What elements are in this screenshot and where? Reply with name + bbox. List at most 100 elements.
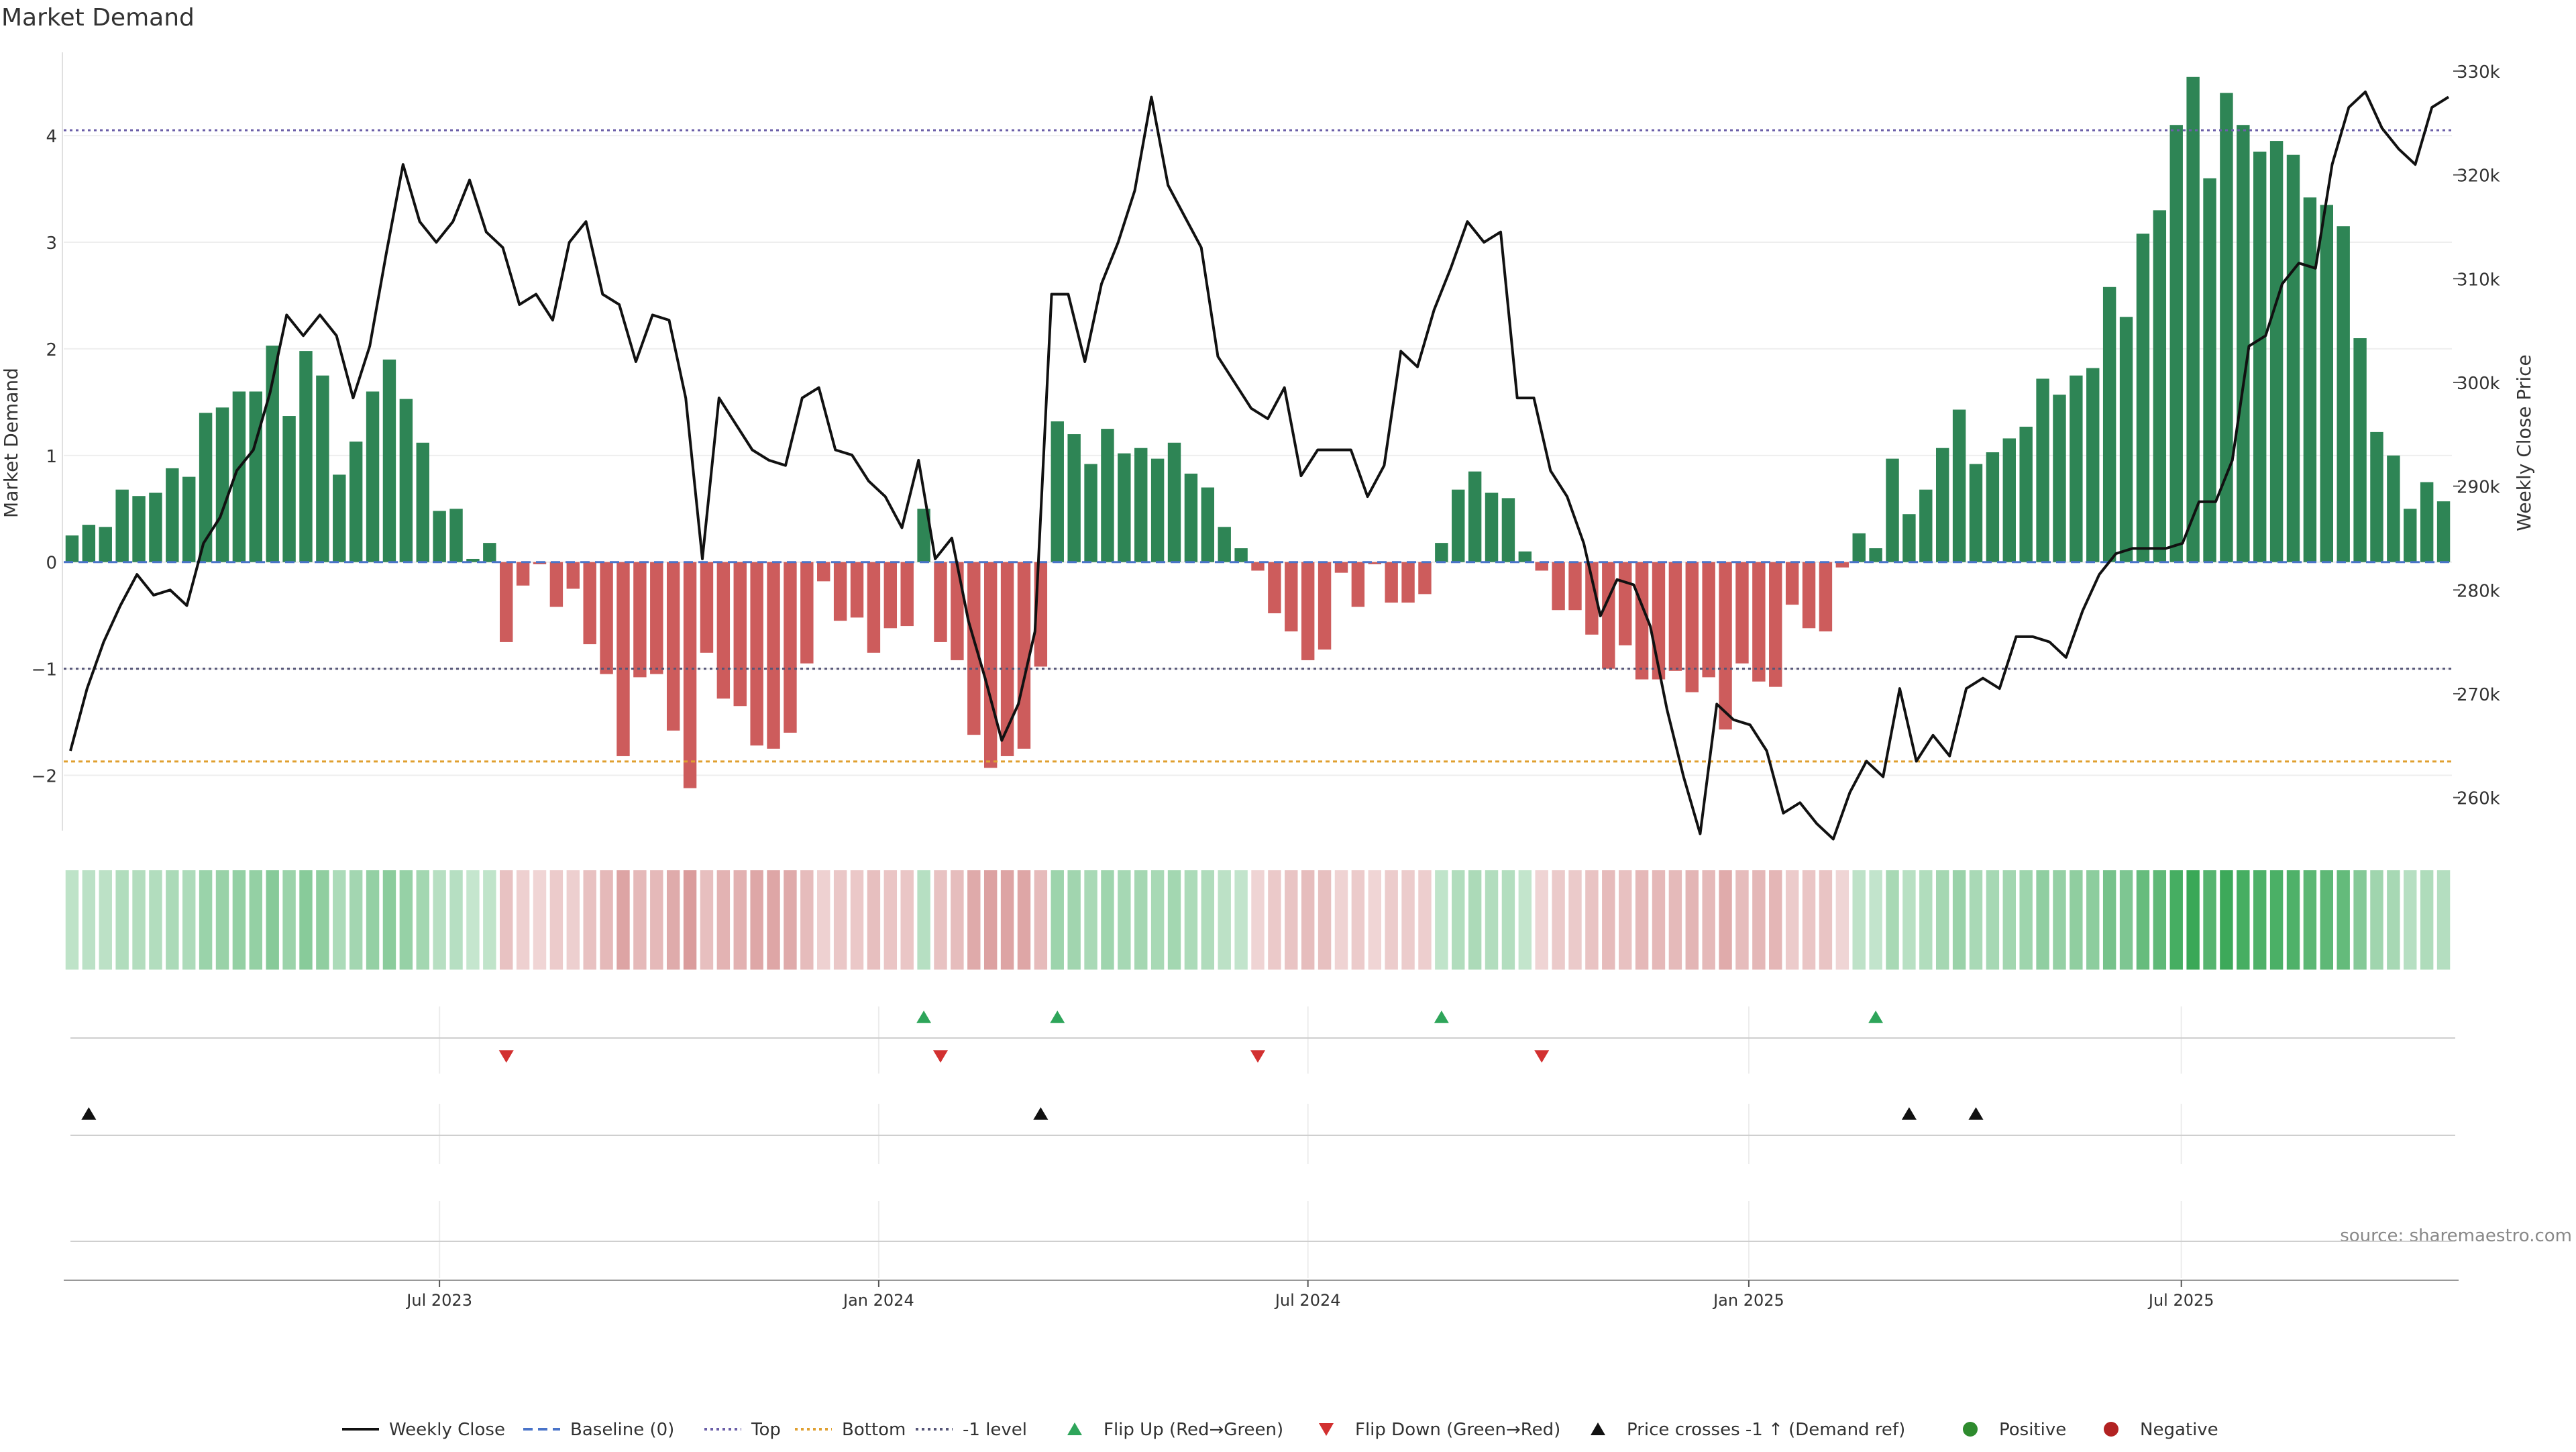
demand-bar (115, 489, 129, 562)
demand-bar (349, 442, 363, 562)
heat-cell (1318, 870, 1332, 970)
heat-cell (1886, 870, 1899, 970)
heat-cell (2070, 870, 2083, 970)
heat-cell (666, 870, 680, 970)
legend-item-6: Flip Down (Green→Red) (1319, 1420, 1560, 1440)
price-cross-marker (1033, 1107, 1049, 1120)
heat-cell (1735, 870, 1749, 970)
demand-bar (1852, 533, 1866, 562)
y2-tick-label: 270k (2457, 685, 2500, 705)
heat-cell (1952, 870, 1966, 970)
demand-bar (566, 562, 580, 589)
demand-bar (166, 468, 179, 562)
heat-cell (333, 870, 346, 970)
demand-bar (1802, 562, 1816, 629)
demand-bar (1134, 448, 1148, 562)
heat-cell (1986, 870, 2000, 970)
demand-bar (1468, 471, 1482, 562)
heat-cell (917, 870, 930, 970)
demand-bar (1702, 562, 1715, 678)
y-tick-label: 4 (46, 127, 57, 147)
heat-cell (1552, 870, 1565, 970)
heat-cell (1769, 870, 1782, 970)
demand-bar (1184, 473, 1198, 562)
demand-bar (750, 562, 763, 746)
heat-cell (1602, 870, 1615, 970)
heat-cell (2053, 870, 2066, 970)
heat-cell (1969, 870, 1983, 970)
heat-cell (733, 870, 747, 970)
heat-cell (1501, 870, 1515, 970)
demand-bar (549, 562, 564, 607)
flip-up-marker (916, 1010, 932, 1023)
demand-bar (1835, 562, 1849, 568)
heat-cell (784, 870, 797, 970)
demand-bar (399, 399, 413, 562)
y2-axis-label: Weekly Close Price (2513, 354, 2535, 531)
demand-bar (951, 562, 964, 660)
demand-bar (1318, 562, 1332, 650)
flip-up-marker (1050, 1010, 1065, 1023)
heat-cell (2086, 870, 2100, 970)
source-label: source: sharemaestro.com (2340, 1226, 2572, 1246)
demand-bar (917, 509, 930, 562)
heat-cell (416, 870, 429, 970)
heat-cell (2136, 870, 2150, 970)
demand-bar (716, 562, 731, 699)
demand-bar (850, 562, 864, 618)
heat-cell (249, 870, 263, 970)
heat-cell (516, 870, 530, 970)
heat-cell (1334, 870, 1348, 970)
heat-cell (2404, 870, 2417, 970)
heat-cell (2320, 870, 2333, 970)
demand-bar (2353, 338, 2367, 562)
demand-bar (883, 562, 898, 629)
heat-cell (1535, 870, 1548, 970)
demand-bar (366, 391, 380, 562)
demand-bar (282, 416, 296, 562)
flip-down-marker (1250, 1050, 1265, 1063)
demand-bar (1418, 562, 1432, 594)
heat-cell (2119, 870, 2133, 970)
demand-bar (833, 562, 847, 621)
heat-cell (215, 870, 229, 970)
demand-bar (2387, 455, 2400, 562)
legend-swatch (1067, 1422, 1082, 1435)
heat-cell (683, 870, 697, 970)
legend-label: -1 level (963, 1420, 1027, 1440)
demand-bar (533, 562, 547, 564)
heat-cell (833, 870, 847, 970)
demand-bar (2269, 141, 2284, 562)
demand-bar (1167, 442, 1181, 562)
heat-cell (1418, 870, 1432, 970)
legend-item-4: -1 level (916, 1420, 1027, 1440)
y-axis-label: Market Demand (0, 368, 22, 518)
heat-cell (1301, 870, 1315, 970)
heat-cell (1167, 870, 1181, 970)
demand-bar (2404, 509, 2417, 562)
heat-cell (2102, 870, 2116, 970)
heat-cell (199, 870, 213, 970)
heat-cell (1652, 870, 1666, 970)
demand-bar (2337, 226, 2350, 562)
heat-cell (433, 870, 446, 970)
demand-bar (1785, 562, 1799, 605)
heat-cell (633, 870, 647, 970)
heat-cell (883, 870, 898, 970)
demand-bar (1385, 562, 1398, 603)
heat-cell (1351, 870, 1365, 970)
demand-bar (733, 562, 747, 707)
demand-bar (1952, 409, 1966, 562)
heat-cell (366, 870, 380, 970)
demand-bar (2237, 125, 2250, 562)
demand-bar (1084, 464, 1097, 562)
demand-bar (2420, 482, 2434, 562)
heat-cell (1034, 870, 1048, 970)
heat-cell (132, 870, 146, 970)
demand-bar (1334, 562, 1348, 573)
x-tick-label: Jan 2024 (842, 1291, 914, 1310)
demand-bar (82, 525, 96, 562)
heat-cell (1869, 870, 1882, 970)
heat-cell (1485, 870, 1499, 970)
